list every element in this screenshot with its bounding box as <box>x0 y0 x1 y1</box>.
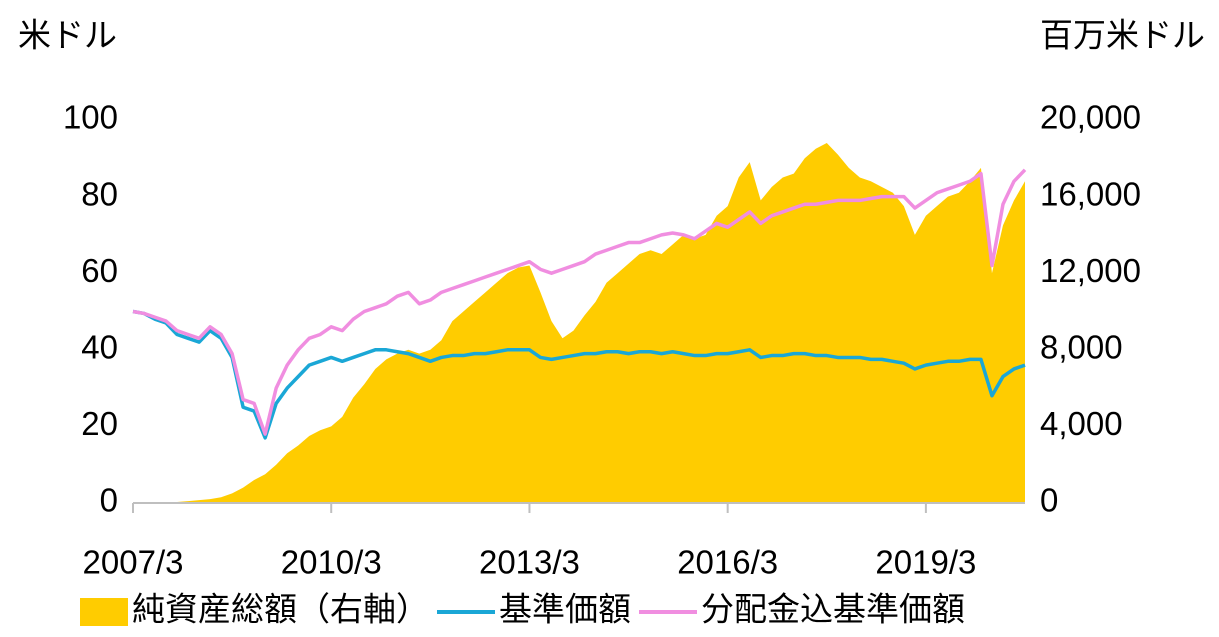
legend-label: 純資産総額（右軸） <box>132 591 429 628</box>
x-tick-label: 2016/3 <box>677 544 778 581</box>
y-tick-label: 40 <box>81 329 118 366</box>
y-tick-label: 0 <box>100 482 118 519</box>
left-axis-unit: 米ドル <box>18 17 117 54</box>
net-assets-area <box>133 142 1025 504</box>
legend-label: 分配金込基準価額 <box>701 591 965 628</box>
right-axis-unit: 百万米ドル <box>1040 17 1205 54</box>
y2-tick-label: 16,000 <box>1040 175 1141 212</box>
x-tick-label: 2019/3 <box>875 544 976 581</box>
y-tick-label: 100 <box>63 99 118 136</box>
price-line <box>132 168 1027 436</box>
y2-tick-label: 0 <box>1040 482 1058 519</box>
y2-tick-label: 4,000 <box>1040 405 1123 442</box>
y-tick-label: 80 <box>81 175 118 212</box>
y2-tick-label: 20,000 <box>1040 99 1141 136</box>
y-tick-label: 20 <box>81 405 118 442</box>
y2-tick-label: 8,000 <box>1040 329 1123 366</box>
y2-tick-label: 12,000 <box>1040 252 1141 289</box>
legend-swatch <box>80 598 128 626</box>
price-line <box>132 309 1026 440</box>
legend-label: 基準価額 <box>499 591 631 628</box>
y-tick-label: 60 <box>81 252 118 289</box>
x-tick-label: 2013/3 <box>479 544 580 581</box>
x-tick-label: 2007/3 <box>83 544 184 581</box>
x-tick-label: 2010/3 <box>281 544 382 581</box>
